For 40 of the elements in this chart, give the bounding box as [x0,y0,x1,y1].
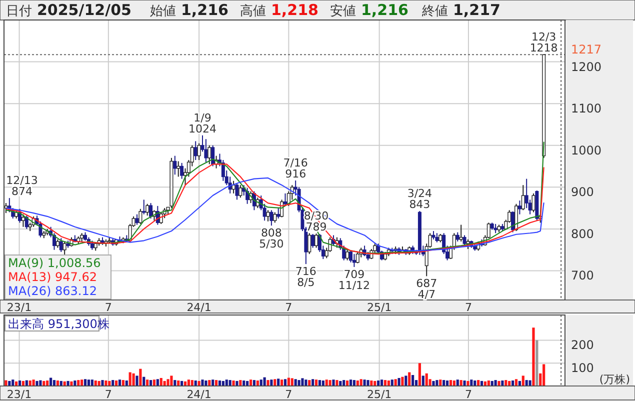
text: 始値 1,216 [150,1,228,19]
x-tick-label: 7 [104,301,112,314]
annotation: 808 5/30 [259,226,284,251]
annotation: 7/16 916 [283,156,308,180]
annotation: 716 8/5 [295,265,316,290]
x-tick-label: 7 [464,301,472,314]
annotation: 1/9 1024 [188,111,216,136]
text: 終値 1,217 [421,1,500,19]
annotation: 12/3 1218 [530,30,558,54]
x-tick-label: 7 [464,388,472,401]
x-tick-label: 25/1 [366,388,392,401]
x-tick-label: 24/1 [186,388,212,401]
text: MA(13) 947.62 [8,270,97,284]
annotation: 3/24 843 [407,186,432,211]
y-tick-label: 900 [571,185,594,200]
y-tick-label: 1000 [571,143,602,158]
x-tick-label: 7 [285,388,292,401]
text: MA(26) 863.12 [8,284,97,298]
annotation: 12/13 874 [6,174,38,198]
chart-title: 出来高 951,300株 [8,317,110,331]
text: 安値 1,216 [330,1,408,19]
annotation: 709 11/12 [338,268,370,292]
y-tick-label: 100 [571,361,594,376]
series-label: MA(9) 1,008.56 [8,256,101,270]
ref-line-label: 1217 [571,42,602,57]
x-tick-label: 7 [104,388,112,401]
y-tick-label: 1100 [571,102,602,116]
y-tick-label: 1200 [571,60,602,74]
y-tick-label: 700 [571,268,594,283]
text: 高値 1,218 [240,1,318,19]
x-tick-label: 23/1 [6,388,32,401]
x-tick-label: 23/1 [6,301,32,314]
x-tick-label: 25/1 [366,301,392,314]
x-tick-label: 24/1 [186,301,212,314]
x-tick-label: 7 [285,301,292,314]
annotation: 687 4/7 [416,277,438,302]
y-tick-label: 200 [571,338,594,352]
text: 日付 2025/12/05 [6,1,132,19]
y-axis-title: (万株) [599,373,630,386]
y-tick-label: 800 [571,226,594,241]
